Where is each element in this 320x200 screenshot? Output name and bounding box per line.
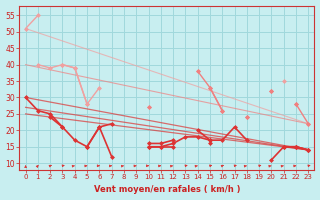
X-axis label: Vent moyen/en rafales ( km/h ): Vent moyen/en rafales ( km/h ): [94, 185, 240, 194]
